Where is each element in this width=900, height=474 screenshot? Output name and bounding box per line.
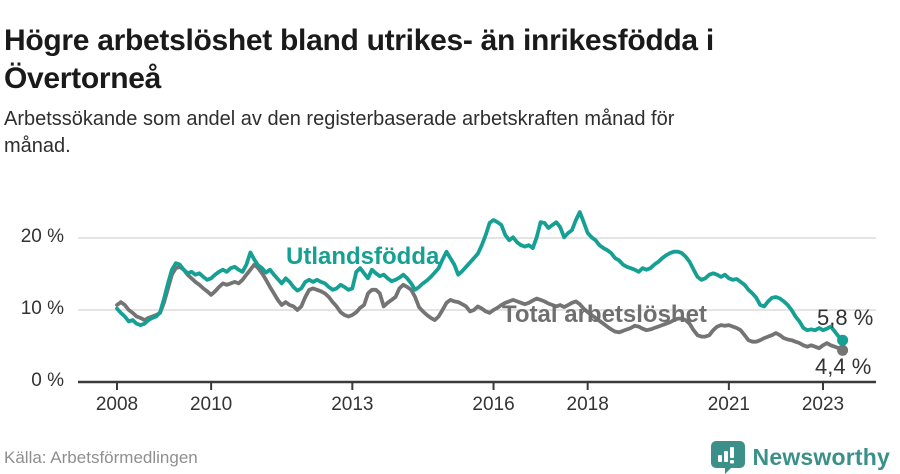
title-line-1: Högre arbetslöshet bland utrikes- än inr… <box>4 24 714 58</box>
x-tick-label: 2021 <box>707 394 750 415</box>
x-tick-label: 2023 <box>801 394 845 415</box>
x-tick-label: 2016 <box>472 394 515 415</box>
utlandsfodda-end-value: 5,8 % <box>817 305 874 330</box>
total-end-value: 4,4 % <box>815 354 872 379</box>
total-arbetsloshet-line <box>115 262 845 353</box>
y-tick-label: 10 % <box>20 298 64 319</box>
x-tick-label: 2013 <box>331 394 374 415</box>
title-line-2: Övertorneå <box>4 62 162 96</box>
brand-name: Newsworthy <box>752 443 890 470</box>
subtitle-line-2: månad. <box>4 135 71 157</box>
newsworthy-logo-icon <box>710 441 745 474</box>
source-note: Källa: Arbetsförmedlingen <box>4 448 198 467</box>
total-arbetsloshet-series-label: Total arbetslöshet <box>502 301 707 328</box>
x-axis <box>78 380 876 390</box>
total-end-dot <box>837 344 849 356</box>
utlandsfodda-end-dot <box>837 334 849 346</box>
y-tick-label: 0 % <box>31 370 64 391</box>
page-title: Högre arbetslöshet bland utrikes- än inr… <box>4 22 896 98</box>
newsworthy-brand: Newsworthy <box>710 440 890 474</box>
page-subtitle: Arbetssökande som andel av den registerb… <box>4 106 864 160</box>
utlandsfodda-line <box>115 210 845 343</box>
x-tick-label: 2008 <box>95 394 139 415</box>
utlandsfodda-series-label: Utlandsfödda <box>286 243 440 270</box>
gridlines <box>78 237 876 311</box>
subtitle-line-1: Arbetssökande som andel av den registerb… <box>4 108 675 130</box>
x-tick-label: 2018 <box>566 394 609 415</box>
x-tick-label: 2010 <box>189 394 233 415</box>
y-tick-label: 20 % <box>20 226 64 247</box>
